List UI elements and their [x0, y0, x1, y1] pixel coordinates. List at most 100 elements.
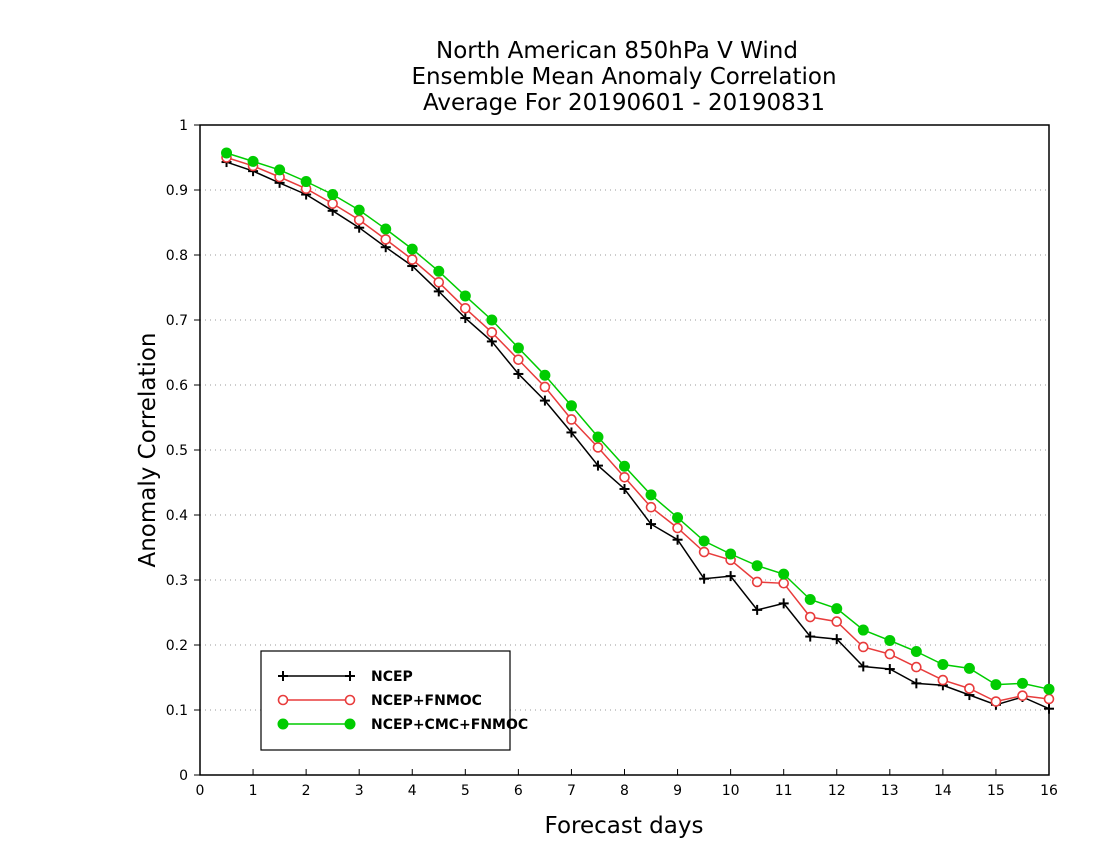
data-point-0-19 — [725, 571, 736, 582]
legend-label-0: NCEP — [371, 669, 413, 685]
legend-item-2: NCEP+CMC+FNMOC — [277, 717, 528, 733]
series-line-0 — [226, 161, 1050, 710]
data-point-1-21 — [778, 577, 789, 589]
data-point-2-21 — [778, 568, 790, 580]
x-tick-label-12: 12 — [828, 783, 846, 799]
x-tick-label-3: 3 — [355, 783, 364, 799]
data-point-0-16 — [646, 519, 657, 530]
data-point-2-2 — [274, 164, 286, 176]
data-point-0-13 — [566, 427, 577, 438]
data-point-2-14 — [592, 431, 604, 443]
y-tick-label-7: 0.7 — [166, 313, 188, 329]
data-point-2-13 — [565, 400, 577, 412]
data-point-2-24 — [857, 624, 869, 636]
data-point-0-20 — [752, 604, 763, 615]
series-layer — [221, 147, 1055, 714]
y-tick-label-10: 1 — [179, 118, 188, 134]
y-axis: 0 0.1 0.2 0.3 0.4 0.5 0.6 0.7 0.8 0.9 1 — [166, 118, 200, 784]
data-point-0-22 — [805, 631, 816, 642]
data-point-2-18 — [698, 535, 710, 547]
data-point-1-4 — [327, 198, 338, 209]
data-point-1-13 — [566, 414, 577, 425]
data-point-1-28 — [964, 683, 975, 694]
data-point-2-11 — [512, 342, 524, 354]
data-point-1-29 — [990, 696, 1002, 707]
data-point-2-27 — [937, 659, 949, 670]
y-tick-label-8: 0.8 — [166, 248, 188, 264]
x-tick-label-5: 5 — [461, 783, 470, 799]
data-point-2-3 — [300, 176, 312, 188]
data-point-1-25 — [884, 648, 896, 660]
y-tick-label-9: 0.9 — [166, 183, 188, 199]
x-tick-label-11: 11 — [775, 783, 793, 799]
title-line-3: Average For 20190601 - 20190831 — [423, 90, 825, 116]
x-tick-label-14: 14 — [934, 783, 952, 799]
data-point-0-18 — [699, 573, 710, 584]
legend-marker-start-1 — [277, 694, 289, 706]
data-point-2-7 — [406, 243, 418, 255]
data-point-0-26 — [911, 678, 922, 689]
legend-marker-end-1 — [344, 694, 356, 706]
data-point-1-10 — [486, 327, 498, 338]
y-tick-label-0: 0 — [179, 768, 188, 784]
legend-marker-end-0 — [345, 671, 355, 681]
data-point-0-25 — [884, 664, 895, 675]
data-point-2-0 — [221, 147, 233, 159]
x-tick-label-7: 7 — [567, 783, 576, 799]
series-line-1 — [226, 156, 1050, 703]
data-point-1-30 — [1017, 690, 1028, 702]
data-point-2-28 — [963, 662, 975, 674]
x-tick-label-4: 4 — [408, 783, 417, 799]
data-point-2-26 — [910, 646, 922, 657]
legend-label-2: NCEP+CMC+FNMOC — [371, 717, 528, 733]
data-point-1-9 — [460, 302, 471, 314]
legend: NCEP NCEP+FNMOC NCEP+CMC+FNMOC — [260, 650, 528, 751]
data-point-1-24 — [857, 641, 869, 653]
series-line-2 — [226, 152, 1050, 690]
data-point-1-16 — [645, 501, 657, 513]
title-line-1: North American 850hPa V Wind — [436, 38, 798, 64]
data-point-2-23 — [831, 603, 843, 615]
x-tick-label-2: 2 — [302, 783, 311, 799]
legend-label-1: NCEP+FNMOC — [371, 693, 482, 709]
data-point-2-19 — [725, 548, 737, 560]
y-axis-label: Anomaly Correlation — [135, 332, 161, 567]
data-point-0-23 — [831, 634, 842, 645]
data-point-2-22 — [804, 594, 816, 605]
gridlines — [200, 189, 1049, 711]
data-point-2-31 — [1043, 683, 1055, 695]
x-tick-label-0: 0 — [196, 783, 205, 799]
data-point-2-8 — [433, 265, 445, 277]
x-tick-label-9: 9 — [673, 783, 682, 799]
y-tick-label-3: 0.3 — [166, 573, 188, 589]
data-point-0-17 — [672, 534, 683, 545]
legend-marker-start-2 — [277, 718, 289, 730]
data-point-1-6 — [380, 234, 392, 245]
data-point-0-15 — [619, 484, 630, 494]
legend-item-0: NCEP — [278, 669, 413, 685]
data-point-1-27 — [937, 674, 949, 686]
data-point-2-4 — [327, 189, 339, 201]
data-point-1-15 — [619, 471, 630, 483]
x-tick-label-1: 1 — [249, 783, 258, 799]
data-point-0-21 — [778, 598, 789, 609]
data-point-1-12 — [539, 381, 551, 393]
x-tick-label-10: 10 — [722, 783, 740, 799]
data-point-0-10 — [486, 336, 497, 347]
data-point-0-31 — [1044, 703, 1054, 714]
data-point-1-17 — [672, 522, 683, 534]
data-point-2-17 — [672, 512, 684, 524]
x-axis-label: Forecast days — [545, 813, 704, 839]
data-point-1-31 — [1043, 693, 1055, 705]
data-point-1-22 — [804, 611, 816, 623]
data-point-0-8 — [433, 286, 444, 297]
x-tick-label-6: 6 — [514, 783, 523, 799]
data-point-1-23 — [831, 616, 843, 627]
data-point-0-11 — [513, 368, 524, 379]
data-point-2-20 — [751, 560, 763, 572]
data-point-0-9 — [460, 313, 471, 324]
series-2 — [221, 147, 1055, 695]
data-point-1-11 — [513, 354, 524, 365]
y-tick-label-1: 0.1 — [166, 703, 188, 719]
